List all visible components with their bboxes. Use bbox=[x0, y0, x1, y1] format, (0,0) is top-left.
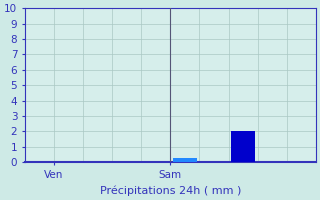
Bar bbox=[172, 158, 197, 162]
Bar bbox=[231, 131, 255, 162]
X-axis label: Précipitations 24h ( mm ): Précipitations 24h ( mm ) bbox=[100, 185, 241, 196]
